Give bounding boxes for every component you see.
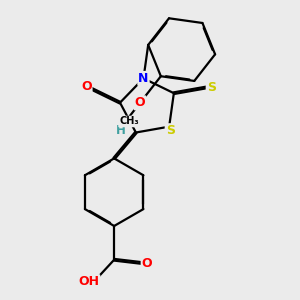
Text: CH₃: CH₃: [119, 116, 139, 127]
Text: S: S: [207, 81, 216, 94]
Text: O: O: [81, 80, 92, 93]
Text: S: S: [166, 124, 175, 137]
Text: O: O: [135, 96, 146, 110]
Text: OH: OH: [78, 275, 99, 288]
Text: H: H: [116, 124, 126, 137]
Text: N: N: [138, 72, 149, 85]
Text: O: O: [142, 256, 152, 270]
